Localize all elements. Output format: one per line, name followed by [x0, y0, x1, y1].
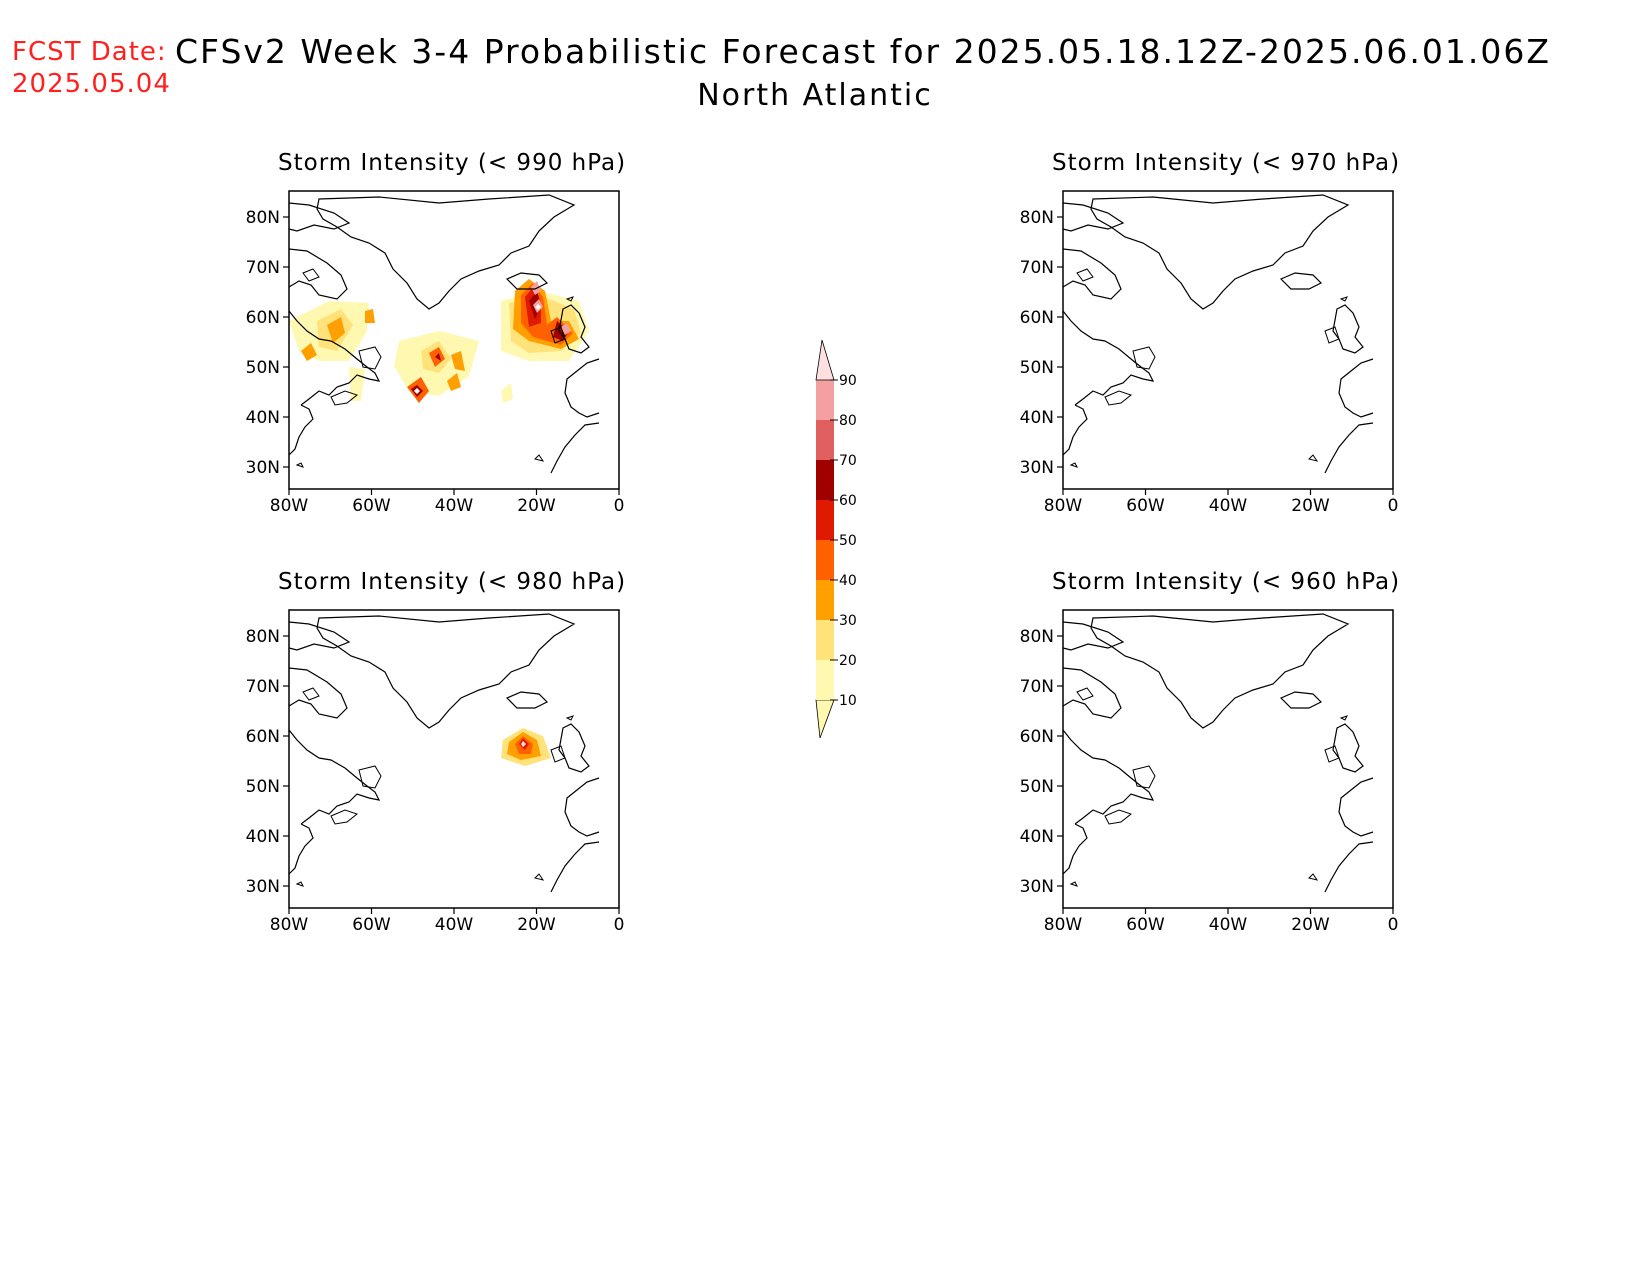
lon-tick-label: 60W	[352, 496, 391, 516]
colorbar-segment	[816, 380, 834, 420]
fcst-date-label: FCST Date:	[12, 37, 167, 67]
lat-tick-label: 40N	[246, 408, 280, 428]
panel-title-990: Storm Intensity (< 990 hPa)	[278, 150, 627, 176]
lon-tick-label: 60W	[1126, 915, 1165, 935]
lat-tick-label: 30N	[246, 877, 280, 897]
frame	[1062, 609, 1394, 909]
axes-layer: 80N 70N 60N 50N 40N 30N 80W 60W 40W 20W 0 80N 70N 60N…	[246, 208, 1399, 935]
frame	[288, 609, 620, 909]
lon-tick-label: 0	[614, 496, 625, 516]
lat-tick-label: 30N	[1020, 877, 1054, 897]
lon-tick-label: 20W	[1291, 496, 1330, 516]
lat-tick-label: 80N	[1020, 208, 1054, 228]
lat-tick-label: 50N	[246, 777, 280, 797]
page-title: CFSv2 Week 3-4 Probabilistic Forecast fo…	[175, 32, 1551, 71]
lat-tick-label: 80N	[246, 627, 280, 647]
lon-tick-label: 0	[1388, 915, 1399, 935]
lat-tick-label: 60N	[246, 727, 280, 747]
lat-tick-label: 60N	[1020, 308, 1054, 328]
probability-contours	[501, 728, 551, 766]
lon-tick-label: 80W	[270, 496, 309, 516]
lat-tick-label: 80N	[246, 208, 280, 228]
lat-tick-label: 40N	[1020, 827, 1054, 847]
panel-title-960: Storm Intensity (< 960 hPa)	[1052, 569, 1401, 595]
colorbar-label: 10	[839, 693, 857, 709]
colorbar-label: 90	[839, 373, 857, 389]
lon-tick-label: 20W	[517, 915, 556, 935]
lat-tick-label: 30N	[1020, 458, 1054, 478]
colorbar-segment	[816, 540, 834, 580]
colorbar-label: 40	[839, 573, 857, 589]
lon-tick-label: 40W	[1209, 915, 1248, 935]
lat-tick-label: 40N	[246, 827, 280, 847]
panel-title-970: Storm Intensity (< 970 hPa)	[1052, 150, 1401, 176]
panel-axes: 80N 70N 60N 50N 40N 30N 80W 60W 40W 20W 0	[1020, 627, 1399, 935]
colorbar-segment	[816, 660, 834, 700]
lat-tick-label: 70N	[246, 677, 280, 697]
colorbar-segment	[816, 500, 834, 540]
map-panel-960	[1062, 609, 1394, 909]
colorbar-end-high	[815, 339, 835, 381]
colorbar-segment	[816, 620, 834, 660]
colorbar-label: 60	[839, 493, 857, 509]
colorbar-segment	[816, 580, 834, 620]
lon-tick-label: 20W	[1291, 915, 1330, 935]
lat-tick-label: 50N	[1020, 777, 1054, 797]
panel-axes: 80N 70N 60N 50N 40N 30N 80W 60W 40W 20W 0	[1020, 208, 1399, 516]
colorbar-label: 30	[839, 613, 857, 629]
colorbar-label: 20	[839, 653, 857, 669]
lat-tick-label: 70N	[1020, 677, 1054, 697]
map-panel-990	[288, 190, 620, 490]
probability-contours	[289, 279, 589, 403]
lon-tick-label: 80W	[1044, 915, 1083, 935]
lon-tick-label: 20W	[517, 496, 556, 516]
colorbar-segment	[816, 420, 834, 460]
lon-tick-label: 60W	[352, 915, 391, 935]
panel-title-980: Storm Intensity (< 980 hPa)	[278, 569, 627, 595]
lon-tick-label: 0	[1388, 496, 1399, 516]
lat-tick-label: 60N	[1020, 727, 1054, 747]
lon-tick-label: 80W	[1044, 496, 1083, 516]
lon-tick-label: 80W	[270, 915, 309, 935]
coastline	[288, 613, 600, 893]
panel-axes: 80N 70N 60N 50N 40N 30N 80W 60W 40W 20W 0	[246, 208, 625, 516]
coastline	[1062, 613, 1374, 893]
colorbar-label: 50	[839, 533, 857, 549]
colorbar-segment	[816, 460, 834, 500]
map-panel-980	[288, 609, 620, 909]
lon-tick-label: 40W	[1209, 496, 1248, 516]
lon-tick-label: 60W	[1126, 496, 1165, 516]
lat-tick-label: 60N	[246, 308, 280, 328]
frame	[1062, 190, 1394, 490]
lat-tick-label: 50N	[246, 358, 280, 378]
fcst-date: FCST Date: 2025.05.04	[12, 36, 171, 100]
lat-tick-label: 70N	[246, 258, 280, 278]
lon-tick-label: 40W	[435, 915, 474, 935]
lat-tick-label: 50N	[1020, 358, 1054, 378]
colorbar-label: 70	[839, 453, 857, 469]
region-subtitle: North Atlantic	[697, 78, 933, 113]
lat-tick-label: 80N	[1020, 627, 1054, 647]
colorbar-end-low	[815, 699, 835, 739]
fcst-date-value: 2025.05.04	[12, 69, 171, 99]
colorbar-label: 80	[839, 413, 857, 429]
coastline	[1062, 194, 1374, 474]
map-panel-970	[1062, 190, 1394, 490]
lat-tick-label: 40N	[1020, 408, 1054, 428]
panel-axes: 80N 70N 60N 50N 40N 30N 80W 60W 40W 20W 0	[246, 627, 625, 935]
lat-tick-label: 30N	[246, 458, 280, 478]
lon-tick-label: 40W	[435, 496, 474, 516]
lat-tick-label: 70N	[1020, 258, 1054, 278]
colorbar: 10 20 30 40 50 60 70 80 90	[815, 339, 857, 739]
lon-tick-label: 0	[614, 915, 625, 935]
